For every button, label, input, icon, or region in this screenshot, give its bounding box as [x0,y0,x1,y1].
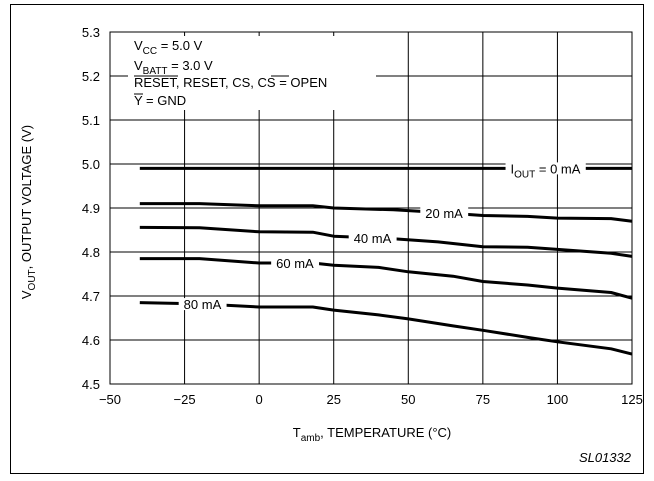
curve-label-4: 80 mA [178,297,227,312]
svg-text:20 mA: 20 mA [425,206,463,221]
x-tick-label: 0 [256,392,263,407]
figure-id: SL01332 [579,450,632,465]
series-line-1 [139,202,633,223]
y-tick-label: 4.8 [82,245,100,260]
curve-label-1: 20 mA [420,206,469,221]
y-axis-label: VOUT, OUTPUT VOLTAGE (V) [19,125,38,299]
curve-labels: IOUT = 0 mA 20 mA 40 mA 60 mA 80 mA [178,161,586,312]
x-axis-label: Tamb, TEMPERATURE (°C) [293,425,452,444]
x-tick-label: 25 [326,392,340,407]
x-tick-label: 75 [476,392,490,407]
y-tick-label: 4.5 [82,377,100,392]
svg-text:80 mA: 80 mA [184,297,222,312]
condition-reset: RESET, RESET, CS, CS = OPEN [134,75,327,90]
svg-text:60 mA: 60 mA [276,256,314,271]
y-tick-label: 4.7 [82,289,100,304]
curve-label-0: IOUT = 0 mA [505,161,586,180]
svg-text:40 mA: 40 mA [354,231,392,246]
series-line-3 [139,257,633,300]
tick-labels: −50 −25 0 25 50 75 100 125 4.5 4.6 4.7 4.8 4.9 5.0 5.1… [82,25,643,407]
conditions-block: VCC = 5.0 V VBATT = 3.0 V RESET, RESET, … [128,36,376,110]
x-tick-label: 50 [401,392,415,407]
y-tick-label: 4.9 [82,201,100,216]
curve-label-2: 40 mA [348,231,397,246]
series-line-2 [139,225,633,258]
y-tick-label: 5.2 [82,69,100,84]
x-tick-label: 100 [547,392,569,407]
curve-label-3: 60 mA [271,256,320,271]
grid [109,31,633,385]
y-tick-label: 5.1 [82,113,100,128]
y-tick-label: 4.6 [82,333,100,348]
condition-y: Y = GND [134,93,186,108]
series-curves [139,166,633,356]
series-line-4 [139,301,633,356]
y-tick-label: 5.3 [82,25,100,40]
x-tick-label: 125 [621,392,643,407]
y-tick-label: 5.0 [82,157,100,172]
x-tick-label: −50 [99,392,121,407]
x-tick-label: −25 [174,392,196,407]
